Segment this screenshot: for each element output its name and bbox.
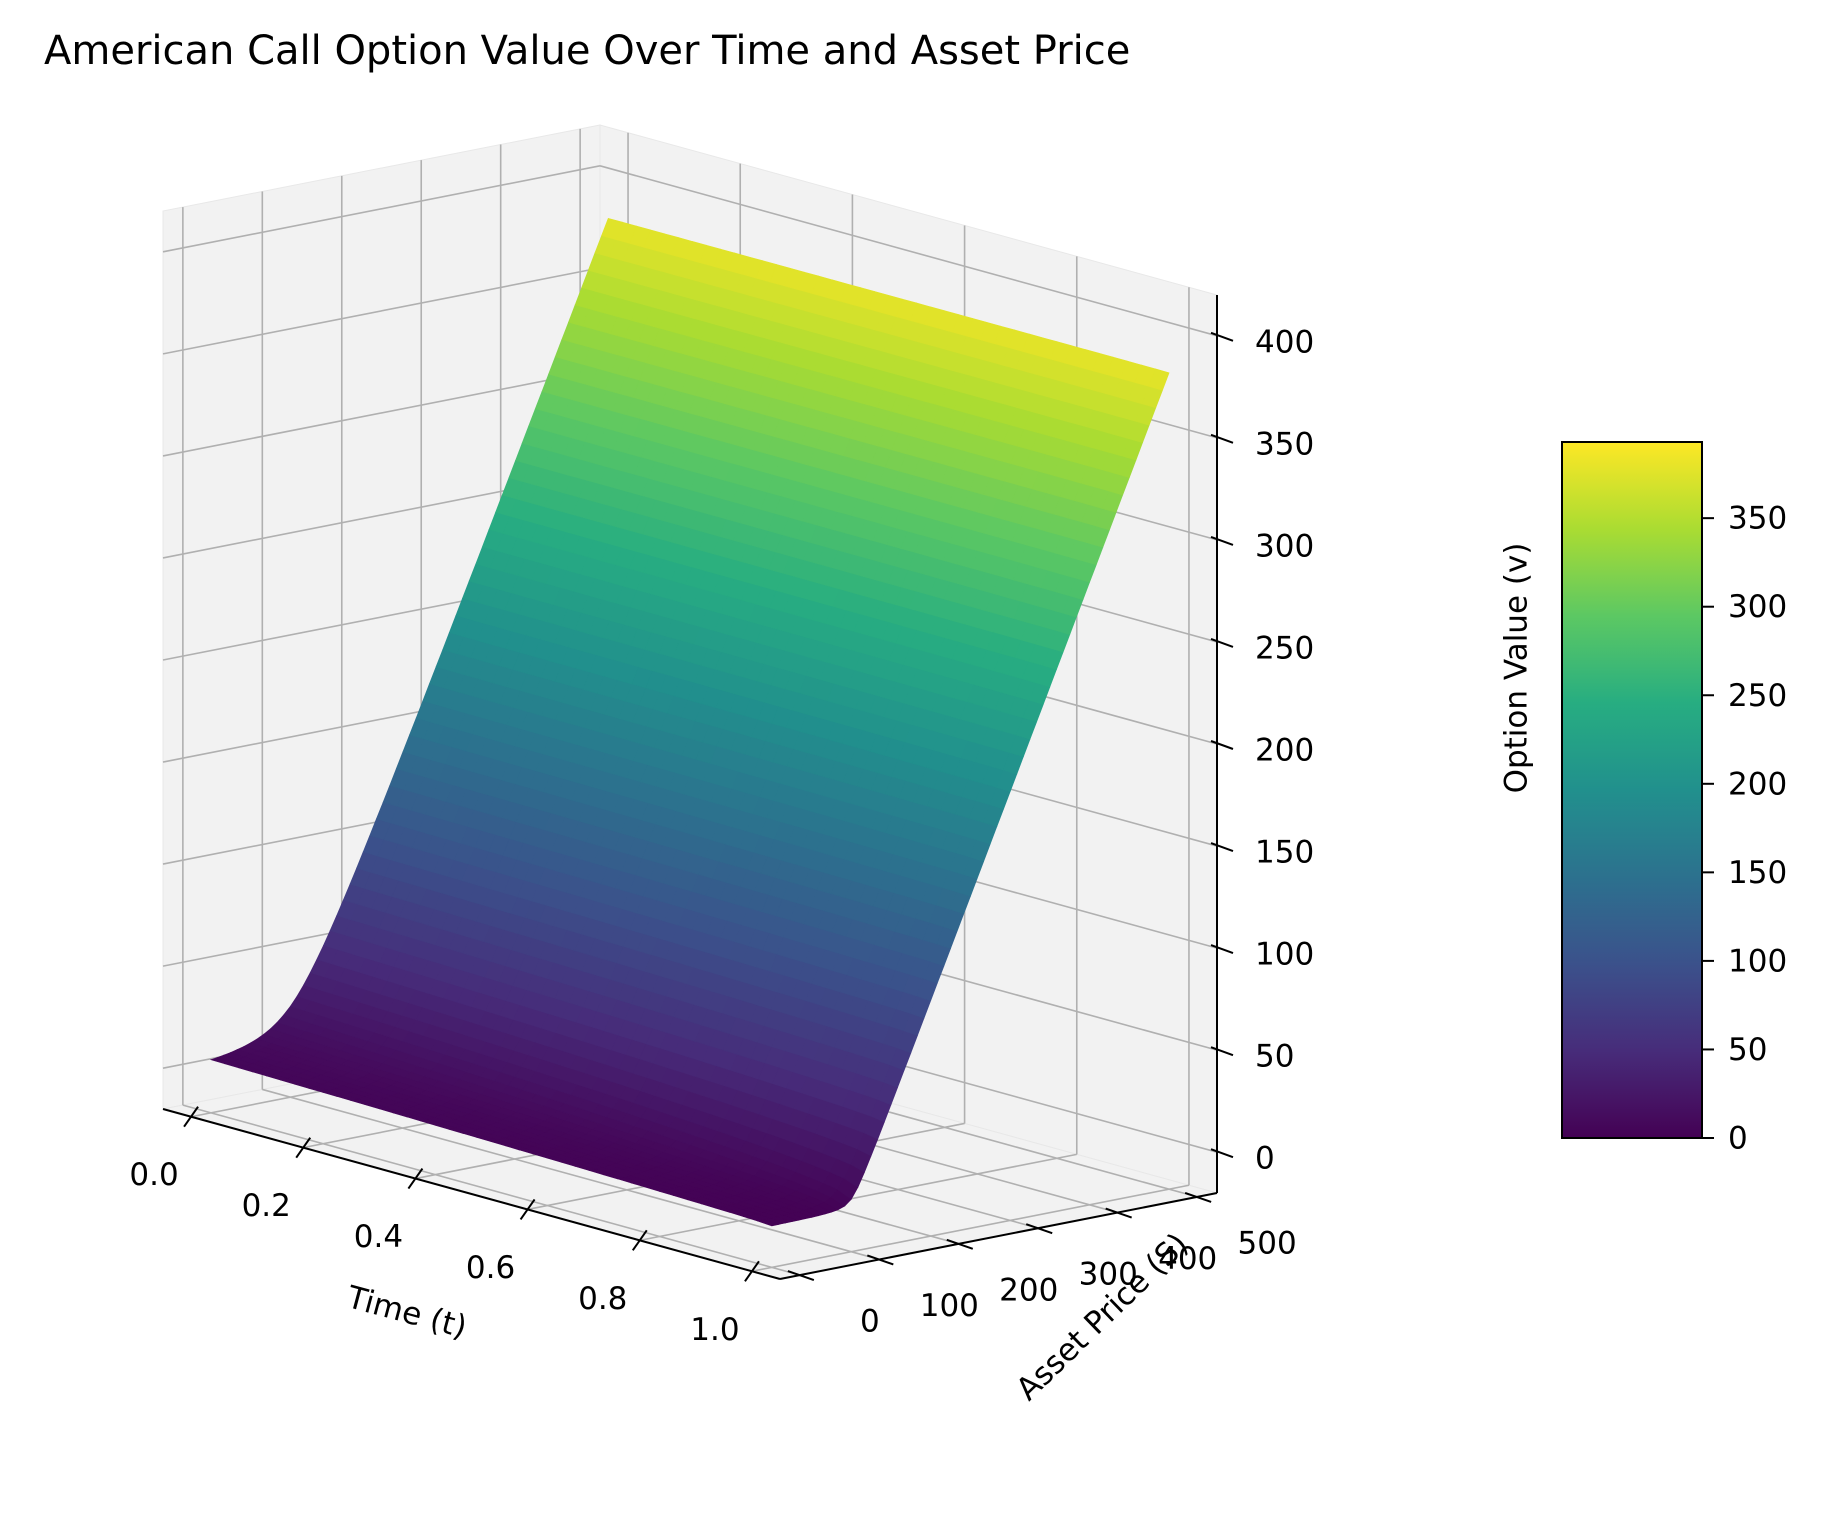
y-tick (787, 1270, 815, 1282)
y-tick (1184, 1191, 1212, 1203)
colorbar-tick-label: 300 (1728, 589, 1787, 625)
x-tick-label: 0.0 (129, 1157, 178, 1193)
z-tick (1210, 638, 1234, 648)
colorbar-tick-label: 250 (1728, 678, 1787, 714)
colorbar-tick-label: 350 (1728, 501, 1787, 537)
grid-z-left (162, 369, 601, 457)
z-tick-label: 250 (1255, 630, 1314, 666)
x-tick-label: 0.2 (242, 1188, 291, 1224)
y-tick-label: 300 (1079, 1257, 1138, 1293)
y-tick-label: 0 (860, 1304, 880, 1340)
x-axis-label: Time (t) (342, 1279, 470, 1346)
grid-x-floor (639, 1153, 1077, 1242)
z-tick-label: 50 (1255, 1039, 1294, 1075)
x-tick (631, 1229, 648, 1251)
axes: 0.0 0.2 0.4 0.6 0.8 1.0 0 100 200 300 400 500 0 50 100… (129, 295, 1535, 1408)
x-tick-label: 0.6 (466, 1250, 515, 1286)
y-tick (866, 1254, 894, 1266)
y-axis-line (779, 1192, 1218, 1280)
surface-patch (601, 217, 623, 240)
z-tick (1210, 331, 1234, 342)
colorbar-tick-label: 100 (1728, 943, 1787, 979)
z-tick-label: 150 (1255, 835, 1314, 871)
grid-z-left (162, 165, 601, 253)
z-tick-label: 300 (1255, 528, 1314, 564)
colorbar-tick-label: 150 (1728, 855, 1787, 891)
grid-z-back (599, 165, 1218, 337)
x-tick-label: 0.8 (578, 1281, 627, 1317)
z-axis-label: Option Value (v) (1499, 543, 1535, 794)
z-tick-label: 100 (1255, 937, 1314, 973)
x-tick (183, 1106, 199, 1128)
colorbar-tick-label: 200 (1728, 766, 1787, 802)
z-tick (1210, 535, 1234, 546)
y-axis-label: Asset Price (S) (1009, 1226, 1195, 1407)
z-tick (1210, 1148, 1234, 1159)
z-tick (1210, 944, 1234, 955)
z-tick-label: 200 (1255, 733, 1314, 769)
x-tick (744, 1260, 760, 1282)
x-tick (407, 1167, 424, 1190)
x-axis-line (162, 1108, 781, 1280)
grid-y-floor (182, 1104, 801, 1276)
grid-y-floor (262, 1088, 880, 1261)
y-tick (1025, 1223, 1053, 1235)
grid-z-left (162, 267, 601, 355)
grid-x-floor (751, 1184, 1190, 1273)
z-tick-label: 350 (1255, 426, 1314, 462)
y-tick-label: 100 (920, 1288, 979, 1324)
y-tick-label: 500 (1238, 1225, 1297, 1261)
z-tick-label: 0 (1255, 1141, 1275, 1177)
colorbar-tick-label: 0 (1728, 1121, 1748, 1157)
z-tick (1210, 1046, 1234, 1057)
colorbar: 0 50 100 150 200 250 300 350 (1561, 441, 1787, 1157)
x-tick (295, 1137, 312, 1159)
z-tick (1210, 842, 1234, 852)
x-tick (519, 1198, 536, 1221)
chart-title: American Call Option Value Over Time and… (44, 28, 1131, 74)
y-tick-label: 200 (999, 1272, 1058, 1308)
colorbar-box (1561, 441, 1703, 1139)
y-tick-label: 400 (1158, 1241, 1217, 1277)
z-tick (1210, 433, 1234, 444)
x-tick-label: 0.4 (354, 1219, 403, 1255)
y-tick (946, 1238, 974, 1250)
x-tick-label: 1.0 (690, 1312, 739, 1348)
surface (209, 217, 1170, 1227)
colorbar-tick-label: 50 (1728, 1032, 1767, 1068)
z-tick (1210, 740, 1234, 750)
y-tick (1105, 1207, 1133, 1219)
z-tick-label: 400 (1255, 324, 1314, 360)
